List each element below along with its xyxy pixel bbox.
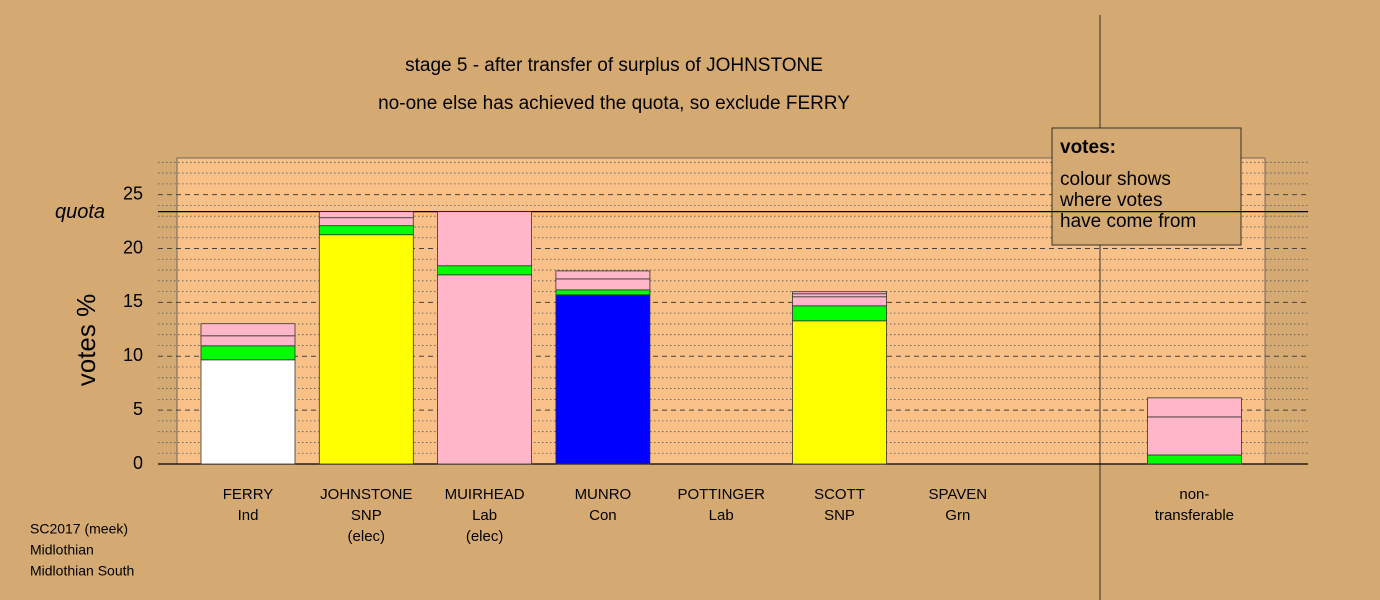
x-tick-label: transferable <box>1155 507 1234 524</box>
bar-segment <box>792 296 887 307</box>
bar-segment <box>792 305 887 322</box>
y-tick-label: 5 <box>133 399 143 419</box>
bar-segment <box>318 217 414 227</box>
x-tick-label: Lab <box>472 507 497 524</box>
bar-segment <box>555 270 651 280</box>
bar-segment <box>437 211 533 267</box>
bar-segment <box>555 278 651 291</box>
y-tick-label: 25 <box>123 183 143 203</box>
x-tick-label: JOHNSTONE <box>320 486 412 503</box>
y-tick-label: 15 <box>123 291 143 311</box>
x-tick-label: SNP <box>824 507 855 524</box>
legend-line: where votes <box>1059 190 1162 211</box>
bar-segment <box>437 274 533 465</box>
bar-segment <box>200 335 296 347</box>
x-tick-label: Ind <box>238 507 259 524</box>
bar-segment <box>437 265 533 276</box>
x-tick-label: Con <box>589 507 617 524</box>
y-tick-label: 0 <box>133 453 143 473</box>
x-tick-label: MUIRHEAD <box>445 486 525 503</box>
legend-title: votes: <box>1060 137 1116 158</box>
x-tick-label: (elec) <box>348 528 386 545</box>
footer-line: Midlothian <box>30 542 94 558</box>
bar-segment <box>555 289 651 296</box>
x-tick-label: Grn <box>945 507 970 524</box>
y-tick-label: 10 <box>123 345 143 365</box>
bar-segment <box>1147 416 1242 456</box>
x-tick-label: MUNRO <box>575 486 632 503</box>
x-tick-label: non- <box>1179 486 1209 503</box>
legend-box: votes: colour shows where votes have com… <box>1051 127 1242 246</box>
bar-segment <box>318 225 414 236</box>
bar-segment <box>200 323 296 337</box>
x-tick-label: (elec) <box>466 528 504 545</box>
x-tick-label: Lab <box>709 507 734 524</box>
bar-segment <box>318 234 414 465</box>
legend-line: colour shows <box>1060 169 1171 190</box>
bar-segment <box>200 359 296 465</box>
footer-line: Midlothian South <box>30 563 134 579</box>
bar-segment <box>318 211 414 219</box>
bar-segment <box>792 291 887 295</box>
legend-frame <box>1051 127 1242 246</box>
bar-segment <box>555 294 651 465</box>
x-tick-label: FERRY <box>223 486 274 503</box>
footer-line: SC2017 (meek) <box>30 521 128 537</box>
chart-subtitle: no-one else has achieved the quota, so e… <box>378 93 850 114</box>
bar-segment <box>200 345 296 361</box>
y-tick-label: 20 <box>123 237 143 257</box>
bar-segment <box>792 320 887 465</box>
legend-line: have come from <box>1060 211 1196 232</box>
x-tick-label: SPAVEN <box>928 486 987 503</box>
bar-segment <box>792 293 887 298</box>
chart-title: stage 5 - after transfer of surplus of J… <box>405 55 823 76</box>
quota-label: quota <box>55 201 105 223</box>
x-tick-label: POTTINGER <box>677 486 765 503</box>
y-axis-label: votes % <box>71 294 101 387</box>
bar-segment <box>1147 454 1242 465</box>
bar-segment <box>1147 397 1242 418</box>
x-tick-label: SNP <box>351 507 382 524</box>
x-tick-label: SCOTT <box>814 486 865 503</box>
